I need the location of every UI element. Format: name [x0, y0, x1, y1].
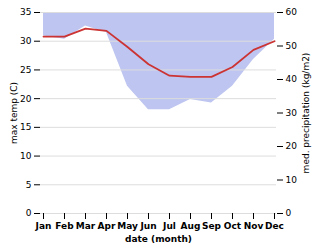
- svg-text:0: 0: [286, 208, 292, 218]
- svg-text:15: 15: [20, 122, 31, 132]
- svg-text:Aug: Aug: [181, 221, 201, 231]
- svg-text:date (month): date (month): [125, 234, 192, 244]
- svg-text:Sep: Sep: [202, 221, 222, 231]
- svg-text:40: 40: [286, 74, 298, 84]
- svg-text:50: 50: [286, 41, 298, 51]
- svg-text:10: 10: [286, 175, 298, 185]
- svg-text:30: 30: [286, 108, 298, 118]
- svg-text:Nov: Nov: [244, 221, 264, 231]
- svg-text:Dec: Dec: [265, 221, 284, 231]
- svg-text:10: 10: [20, 151, 32, 161]
- svg-text:5: 5: [26, 180, 32, 190]
- svg-text:35: 35: [20, 7, 31, 17]
- svg-text:30: 30: [20, 36, 32, 46]
- svg-text:20: 20: [286, 141, 298, 151]
- svg-text:0: 0: [26, 208, 32, 218]
- svg-text:Apr: Apr: [98, 221, 116, 231]
- svg-text:20: 20: [20, 94, 32, 104]
- svg-text:Feb: Feb: [55, 221, 74, 231]
- svg-text:Jul: Jul: [162, 221, 176, 231]
- svg-text:25: 25: [20, 65, 31, 75]
- svg-text:May: May: [117, 221, 138, 231]
- svg-text:60: 60: [286, 7, 298, 17]
- svg-text:Jan: Jan: [35, 221, 52, 231]
- svg-text:med. precipitation (kg/m2): med. precipitation (kg/m2): [301, 53, 311, 174]
- svg-text:Jun: Jun: [139, 221, 156, 231]
- svg-text:Oct: Oct: [224, 221, 242, 231]
- svg-text:max temp (C): max temp (C): [9, 82, 19, 144]
- svg-text:Mar: Mar: [76, 221, 96, 231]
